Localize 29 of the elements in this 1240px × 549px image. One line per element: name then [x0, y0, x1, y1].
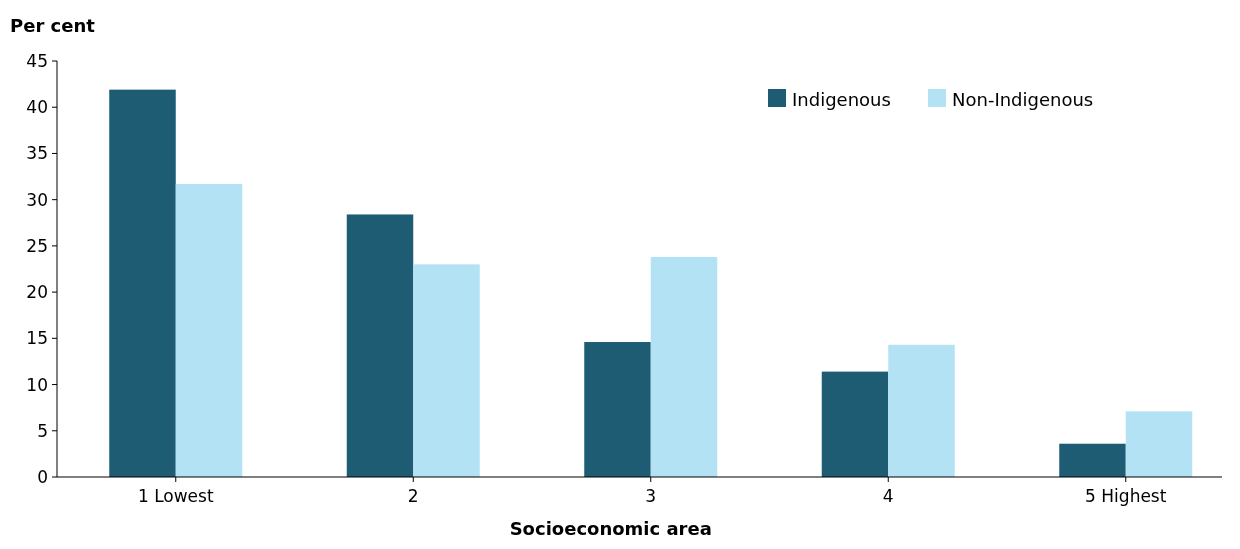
- bar: [584, 342, 651, 477]
- bar: [346, 214, 414, 477]
- x-tick-label: 5 Highest: [1085, 486, 1167, 506]
- bar: [888, 344, 955, 477]
- x-tick-label: 1 Lowest: [137, 486, 214, 506]
- bar: [1125, 411, 1193, 477]
- y-tick-label: 15: [26, 328, 48, 349]
- bar: [175, 183, 243, 477]
- bar: [821, 371, 889, 477]
- y-tick-label: 30: [26, 189, 48, 210]
- x-axis-title: Socioeconomic area: [509, 518, 712, 539]
- y-tick-label: 20: [26, 282, 48, 303]
- bar: [650, 256, 718, 477]
- legend-label: Indigenous: [792, 89, 891, 110]
- y-tick-label: 5: [37, 420, 48, 441]
- y-tick-label: 45: [26, 50, 48, 71]
- bar: [1059, 443, 1126, 477]
- x-tick-label: 4: [882, 486, 894, 506]
- bar: [109, 89, 176, 477]
- y-tick-label: 10: [26, 374, 48, 395]
- y-axis-title: Per cent: [10, 15, 96, 36]
- x-tick-label: 2: [407, 486, 419, 506]
- y-tick-label: 40: [26, 97, 48, 118]
- bar: [413, 264, 480, 477]
- y-tick-label: 35: [26, 143, 48, 164]
- y-tick-label: 25: [26, 235, 48, 256]
- legend-label: Non-Indigenous: [952, 89, 1094, 110]
- y-tick-label: 0: [37, 466, 48, 487]
- x-tick-label: 3: [645, 486, 657, 506]
